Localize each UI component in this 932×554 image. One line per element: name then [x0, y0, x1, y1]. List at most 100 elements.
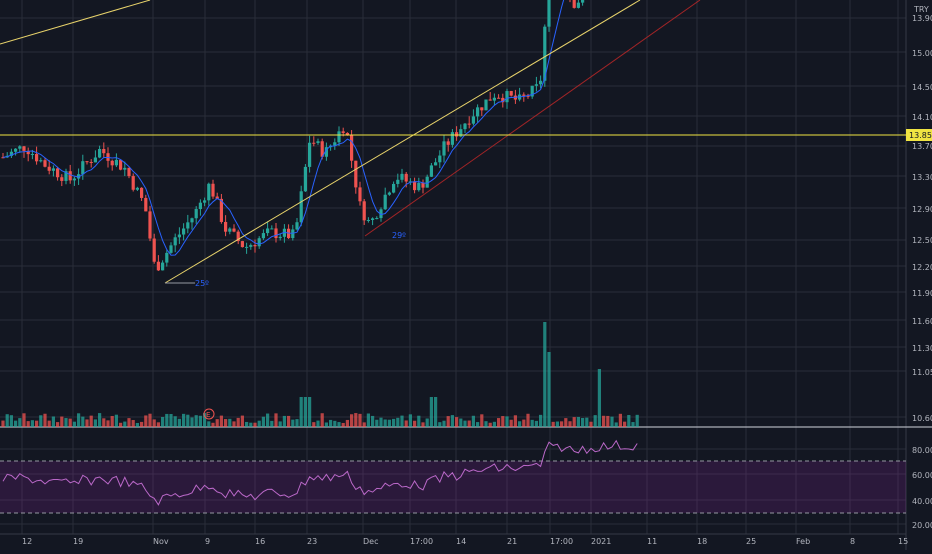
- time-label: 17:00: [410, 537, 433, 546]
- candle-body: [438, 155, 442, 163]
- volume-bar: [9, 415, 13, 427]
- volume-bar: [282, 415, 286, 427]
- volume-bar: [429, 397, 433, 427]
- volume-bar: [471, 415, 475, 427]
- candle-body: [387, 192, 391, 195]
- volume-bar: [606, 415, 610, 427]
- price-tick: 13.70: [912, 142, 932, 151]
- volume-bar: [392, 418, 396, 427]
- candle-body: [371, 218, 375, 220]
- trendline-support: [164, 0, 641, 284]
- volume-bar: [26, 421, 30, 427]
- volume-bar: [64, 418, 68, 427]
- volume-bar: [379, 417, 383, 427]
- candle-body: [413, 181, 417, 191]
- volume-bar: [56, 422, 60, 427]
- volume-bar: [450, 415, 454, 427]
- angle-label-b: 29º: [392, 231, 406, 240]
- candle-body: [337, 131, 341, 143]
- volume-bar: [60, 416, 64, 427]
- price-tick: 13.30: [912, 173, 932, 182]
- rsi-tick: 60.00: [912, 471, 932, 480]
- candle-body: [173, 237, 177, 246]
- candle-body: [543, 26, 547, 81]
- candle-body: [81, 161, 85, 175]
- volume-bar: [177, 418, 181, 427]
- candle-body: [509, 91, 513, 96]
- candle-body: [165, 252, 169, 263]
- candle-body: [186, 222, 190, 229]
- volume-bars: [1, 322, 639, 427]
- volume-bar: [597, 369, 601, 427]
- volume-bar: [5, 414, 9, 427]
- time-label: 15: [898, 537, 908, 546]
- candle-body: [47, 166, 51, 171]
- volume-bar: [219, 415, 223, 427]
- time-label: 23: [307, 537, 317, 546]
- volume-bar: [497, 418, 501, 427]
- candle-body: [169, 245, 173, 253]
- candle-body: [89, 162, 93, 164]
- candle-body: [211, 183, 215, 197]
- volume-bar: [22, 413, 26, 427]
- volume-bar: [98, 413, 102, 427]
- candle-body: [476, 107, 480, 117]
- volume-bar: [333, 420, 337, 427]
- volume-bar: [207, 421, 211, 427]
- candle-body: [156, 261, 160, 271]
- volume-bar: [211, 422, 215, 427]
- volume-bar: [1, 420, 5, 427]
- time-label: 9: [205, 537, 210, 546]
- candle-body: [190, 218, 194, 223]
- candle-body: [215, 196, 219, 199]
- candle-body: [341, 131, 345, 133]
- volume-bar: [455, 417, 459, 427]
- volume-bar: [568, 421, 572, 427]
- volume-bar: [396, 417, 400, 427]
- volume-bar: [77, 413, 81, 427]
- time-axis[interactable]: 12 19 Nov 9 16 23 Dec 17:00 14 21 17:00 …: [22, 537, 908, 546]
- candle-body: [362, 201, 366, 221]
- volume-bar: [581, 417, 585, 427]
- volume-bar: [539, 414, 543, 427]
- volume-bar: [127, 418, 131, 427]
- candle-body: [455, 132, 459, 137]
- level-tag[interactable]: 13.85: [906, 129, 932, 141]
- volume-bar: [576, 416, 580, 427]
- volume-bar: [564, 418, 568, 427]
- candle-body: [60, 177, 64, 181]
- candle-body: [576, 2, 580, 8]
- volume-bar: [530, 419, 534, 427]
- volume-bar: [534, 420, 538, 427]
- volume-bar: [446, 416, 450, 427]
- candle-body: [303, 166, 307, 192]
- price-tick: 11.60: [912, 317, 932, 326]
- angle-annotations: 25º 29º: [195, 231, 406, 288]
- candle-body: [182, 228, 186, 235]
- volume-bar: [463, 420, 467, 427]
- volume-bar: [72, 421, 76, 427]
- candle-body: [274, 228, 278, 239]
- candle-body: [581, 0, 585, 3]
- time-label: 21: [507, 537, 517, 546]
- volume-bar: [35, 420, 39, 427]
- volume-bar: [387, 419, 391, 427]
- volume-bar: [131, 420, 135, 427]
- volume-bar: [190, 417, 194, 427]
- volume-bar: [509, 419, 513, 427]
- earnings-marker[interactable]: E: [203, 408, 215, 420]
- price-scale[interactable]: TRY 13.90 15.00 14.50 14.10 13.70 13.30 …: [912, 5, 932, 423]
- volume-bar: [308, 397, 312, 427]
- candle-body: [266, 228, 270, 234]
- time-label: 8: [850, 537, 855, 546]
- candle-body: [102, 148, 106, 154]
- volume-bar: [484, 421, 488, 427]
- time-label: 19: [73, 537, 83, 546]
- volume-bar: [291, 419, 295, 427]
- volume-bar: [93, 419, 97, 427]
- candle-body: [198, 202, 202, 210]
- volume-bar: [278, 421, 282, 427]
- candle-body: [9, 151, 13, 156]
